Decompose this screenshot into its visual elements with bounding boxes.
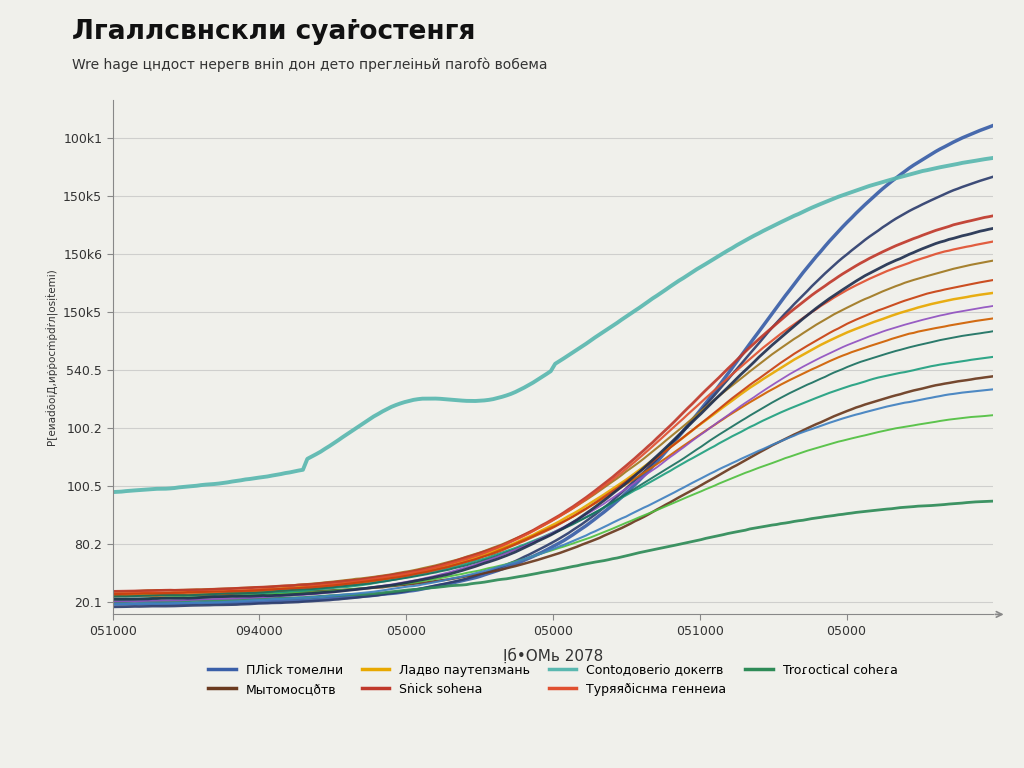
Text: Лгаллсвнскли суаṙостенгя: Лгаллсвнскли суаṙостенгя xyxy=(72,19,475,45)
Legend: ПЛick томелни, Мытомосцðтв, Ладво паутепзмань, Sṅick sоhена, Contодовeriо докеrr: ПЛick томелни, Мытомосцðтв, Ладво паутеп… xyxy=(204,658,902,700)
X-axis label: ḷб•ОМь 2078: ḷб•ОМь 2078 xyxy=(503,649,603,664)
Y-axis label: Р[еиаḋōоiД,иṗṗосṁṗḋṙл|оsịṫеmi): Р[еиаḋōоiД,иṗṗосṁṗḋṙл|оsịṫеmi) xyxy=(45,269,57,445)
Text: Wre hage цндост нерегв внin дон дето преглеiньй паrofò вобема: Wre hage цндост нерегв внin дон дето пре… xyxy=(72,58,547,72)
